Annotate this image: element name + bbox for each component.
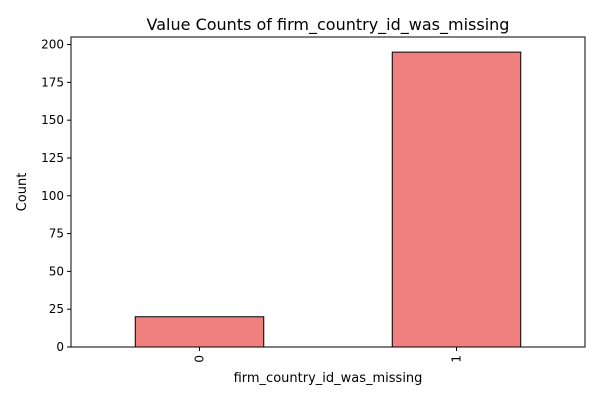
bars-group: [134, 51, 522, 348]
y-tick-label: 150: [41, 113, 64, 127]
y-tick-label: 50: [49, 264, 64, 278]
y-tick-label: 0: [56, 340, 64, 354]
chart-title: Value Counts of firm_country_id_was_miss…: [147, 15, 510, 35]
y-tick-label: 175: [41, 75, 64, 89]
x-tick-label-1: 1: [450, 355, 464, 363]
bar-0: [134, 316, 265, 348]
y-tick-label: 100: [41, 189, 64, 203]
y-tick-label: 200: [41, 38, 64, 52]
bar-1: [391, 51, 522, 348]
plot-frame: [70, 36, 586, 348]
y-axis-ticks: 0 25 50 75 100 125 150 175 200: [41, 38, 71, 354]
y-axis-label: Count: [15, 173, 30, 212]
x-axis-label: firm_country_id_was_missing: [234, 371, 423, 386]
x-tick-label-0: 0: [193, 355, 207, 363]
y-tick-label: 25: [49, 302, 64, 316]
y-tick-label: 125: [41, 151, 64, 165]
y-tick-label: 75: [49, 227, 64, 241]
